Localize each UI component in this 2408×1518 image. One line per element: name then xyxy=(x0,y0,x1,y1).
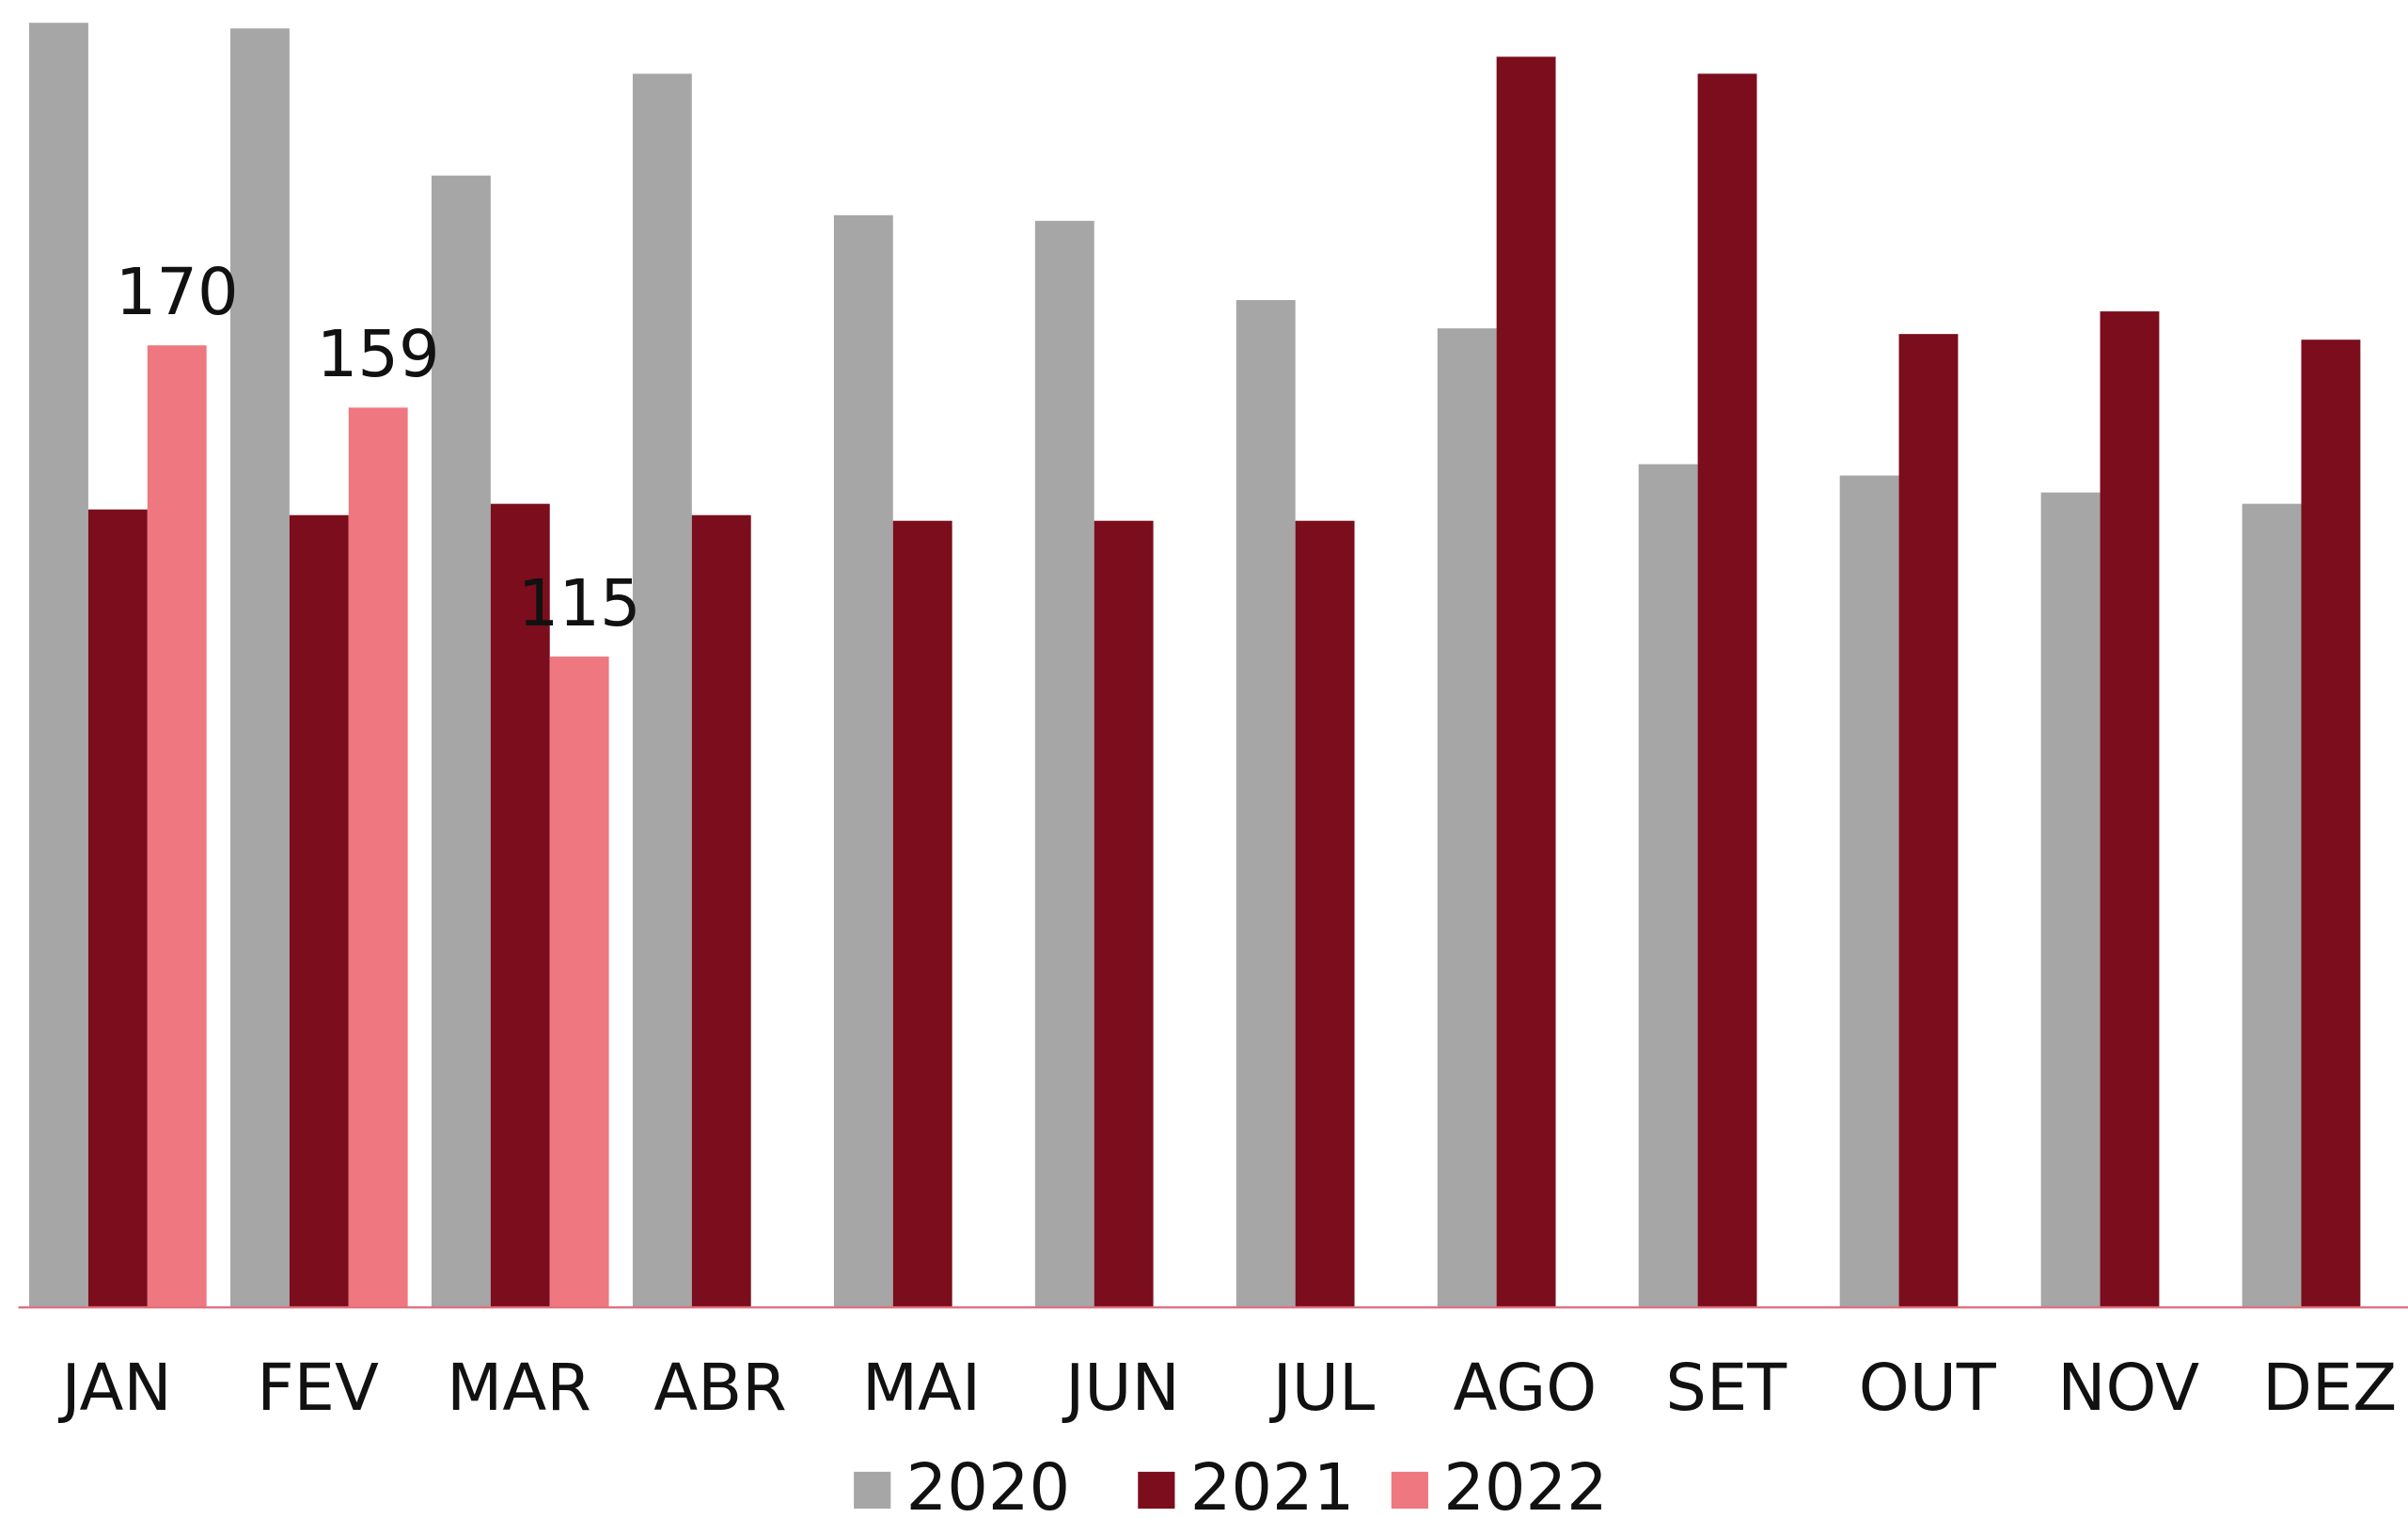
bar xyxy=(431,175,491,1308)
bar xyxy=(2040,492,2101,1308)
bar xyxy=(2100,311,2160,1308)
bar xyxy=(1437,328,1497,1308)
bar xyxy=(2301,340,2361,1308)
x-tick-label: AGO xyxy=(1453,1351,1597,1426)
bar xyxy=(632,73,692,1308)
data-label: 170 xyxy=(116,255,239,330)
legend-label: 2021 xyxy=(1190,1450,1355,1518)
x-tick-label: DEZ xyxy=(2262,1351,2397,1426)
bar xyxy=(691,514,751,1308)
bar xyxy=(147,345,207,1308)
x-tick-label: FEV xyxy=(257,1351,379,1426)
bar xyxy=(2242,503,2302,1308)
legend-label: 2022 xyxy=(1443,1450,1608,1518)
legend-label: 2020 xyxy=(906,1450,1071,1518)
bar xyxy=(549,656,609,1308)
x-tick-label: JUN xyxy=(1062,1351,1180,1426)
bar xyxy=(1638,464,1698,1308)
legend-swatch xyxy=(1138,1471,1175,1510)
bar xyxy=(1094,520,1154,1308)
bar xyxy=(1697,73,1757,1308)
x-tick-label: MAI xyxy=(862,1351,981,1426)
x-tick-label: MAR xyxy=(447,1351,591,1426)
data-label: 159 xyxy=(317,317,440,392)
legend-swatch xyxy=(854,1471,891,1510)
bar xyxy=(490,503,550,1308)
x-tick-label: ABR xyxy=(653,1351,787,1426)
bar xyxy=(29,23,88,1308)
bar xyxy=(892,520,952,1308)
bar xyxy=(833,214,893,1308)
x-tick-label: NOV xyxy=(2057,1351,2199,1426)
bar xyxy=(87,509,148,1308)
bar xyxy=(289,514,349,1308)
bar xyxy=(348,407,408,1308)
bar xyxy=(1898,334,1959,1308)
x-tick-label: OUT xyxy=(1859,1351,1997,1426)
bar xyxy=(1034,220,1094,1308)
bar xyxy=(229,28,290,1308)
x-tick-label: SET xyxy=(1665,1351,1787,1426)
bar xyxy=(1235,300,1296,1308)
data-label: 115 xyxy=(518,566,641,641)
x-tick-label: JAN xyxy=(58,1351,172,1426)
bar xyxy=(1496,56,1556,1308)
legend-swatch xyxy=(1391,1471,1428,1510)
x-tick-label: JUL xyxy=(1269,1351,1376,1426)
bar xyxy=(1839,475,1899,1308)
bar xyxy=(1295,520,1355,1308)
